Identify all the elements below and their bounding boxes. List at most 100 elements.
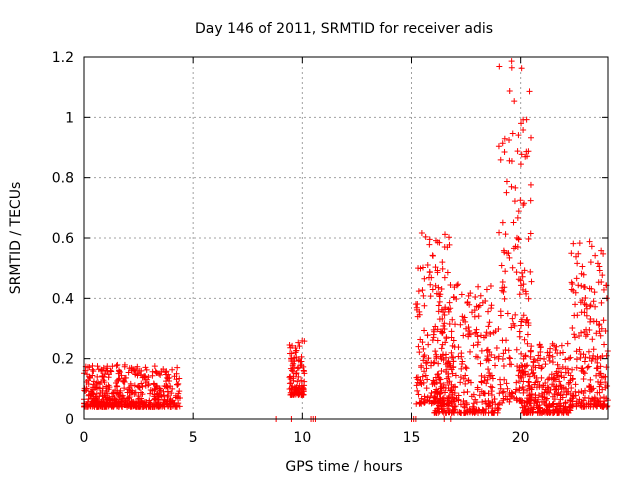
data-point: [524, 340, 531, 347]
data-point: [590, 403, 597, 410]
data-point: [415, 288, 422, 295]
x-tick-label: 5: [189, 430, 198, 446]
data-point: [168, 390, 175, 397]
data-point: [481, 390, 488, 397]
data-point: [450, 354, 457, 361]
data-point: [586, 303, 593, 310]
data-point: [435, 302, 442, 309]
data-point: [156, 385, 163, 392]
data-point: [152, 382, 159, 389]
data-point: [132, 400, 139, 407]
data-point: [448, 381, 455, 388]
data-point: [589, 336, 596, 343]
data-point: [443, 401, 450, 408]
data-point: [594, 359, 601, 366]
data-point: [476, 392, 483, 399]
data-point: [504, 396, 511, 403]
data-point: [434, 269, 441, 276]
data-point: [562, 399, 569, 406]
data-point: [442, 385, 449, 392]
data-point: [440, 394, 447, 401]
data-point: [514, 148, 521, 155]
data-point: [159, 403, 166, 410]
data-point: [569, 325, 576, 332]
data-point: [138, 380, 145, 387]
data-point: [440, 308, 447, 315]
data-point: [499, 356, 506, 363]
data-point: [472, 329, 479, 336]
data-point: [557, 382, 564, 389]
data-point: [592, 252, 599, 259]
data-point: [145, 380, 152, 387]
data-point: [436, 316, 443, 323]
data-point: [103, 403, 110, 410]
data-point: [497, 376, 504, 383]
data-point: [127, 403, 134, 410]
data-point: [435, 308, 442, 315]
data-point: [506, 354, 513, 361]
data-point: [519, 286, 526, 293]
data-point: [580, 271, 587, 278]
data-point: [496, 390, 503, 397]
data-point: [93, 380, 100, 387]
data-point: [585, 363, 592, 370]
data-point: [499, 140, 506, 147]
data-point: [516, 385, 523, 392]
data-point: [467, 348, 474, 355]
y-tick-label: 1: [65, 110, 74, 126]
y-tick-label: 0.8: [52, 171, 74, 187]
data-point: [470, 400, 477, 407]
data-point: [538, 374, 545, 381]
data-point: [496, 229, 503, 236]
data-point: [485, 323, 492, 330]
data-point: [413, 400, 420, 407]
data-point: [583, 312, 590, 319]
data-point: [503, 178, 510, 185]
data-point: [546, 389, 553, 396]
data-point: [540, 399, 547, 406]
data-point: [426, 236, 433, 243]
data-point: [555, 365, 562, 372]
x-tick-label: 0: [80, 430, 89, 446]
data-point: [546, 357, 553, 364]
data-point: [522, 352, 529, 359]
data-point: [483, 329, 490, 336]
data-point: [587, 376, 594, 383]
data-point: [499, 278, 506, 285]
data-point: [289, 383, 296, 390]
data-point: [554, 372, 561, 379]
data-point: [500, 395, 507, 402]
data-point: [431, 381, 438, 388]
data-point: [109, 393, 116, 400]
data-point: [146, 399, 153, 406]
data-point: [462, 318, 469, 325]
data-point: [569, 402, 576, 409]
data-point: [109, 363, 116, 370]
data-point: [550, 407, 557, 414]
data-point: [497, 308, 504, 315]
data-point: [576, 333, 583, 340]
data-point: [295, 373, 302, 380]
data-point: [492, 401, 499, 408]
data-point: [574, 260, 581, 267]
data-point: [508, 158, 515, 165]
y-tick-label: 0.2: [52, 352, 74, 368]
data-point: [544, 407, 551, 414]
data-point: [435, 405, 442, 412]
data-point: [526, 88, 533, 95]
data-point: [164, 393, 171, 400]
data-point: [589, 395, 596, 402]
data-point: [515, 372, 522, 379]
data-point: [463, 401, 470, 408]
data-point: [573, 356, 580, 363]
data-point: [416, 349, 423, 356]
x-axis-label: GPS time / hours: [285, 459, 402, 475]
data-point: [578, 329, 585, 336]
data-point: [590, 318, 597, 325]
data-point: [421, 327, 428, 334]
data-point: [523, 148, 530, 155]
data-point: [597, 370, 604, 377]
data-point: [575, 282, 582, 289]
data-point: [440, 409, 447, 416]
